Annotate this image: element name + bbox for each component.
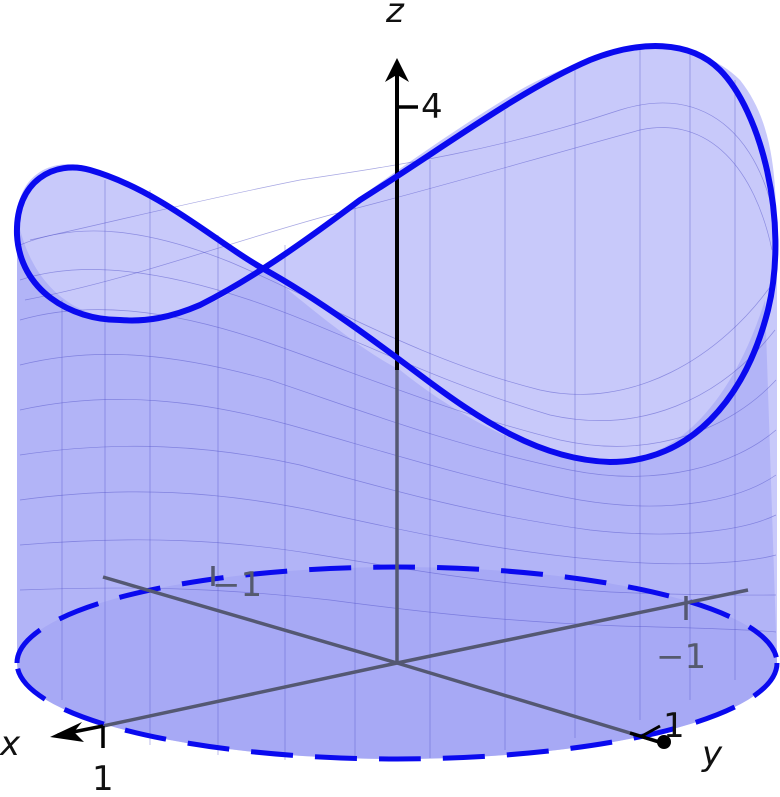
z-axis-label: z — [385, 0, 405, 31]
surface-mesh-curves — [19, 102, 777, 633]
z-tick-label: 4 — [421, 87, 443, 127]
y-axis — [629, 731, 663, 745]
base-boundary-front — [14, 662, 780, 762]
x-tick-label: 1 — [92, 759, 114, 792]
x-axis-arrow-icon — [50, 722, 84, 742]
y-tick-label: 1 — [663, 706, 685, 746]
y-tick-mark — [641, 724, 661, 738]
saddle-curve — [13, 43, 779, 466]
y-neg-tick-label: −1 — [656, 637, 706, 677]
x-axis-label: x — [0, 724, 21, 764]
y-axis-arrow-icon — [657, 735, 671, 749]
y-axis-label: y — [701, 734, 723, 774]
x-neg-tick-label: −1 — [212, 565, 262, 605]
hidden-axes — [102, 370, 749, 744]
